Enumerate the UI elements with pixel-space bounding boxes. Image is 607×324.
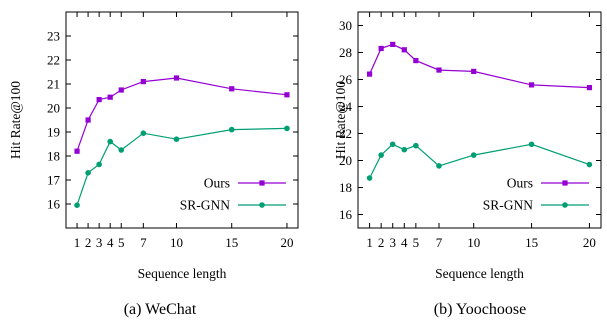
chart1-point-ours	[284, 92, 290, 98]
chart1-xtick-label: 10	[170, 235, 183, 250]
chart2-point-sr-gnn	[413, 142, 419, 149]
chart1-caption: (a) WeChat	[124, 301, 197, 318]
chart2-y-axis-label: Hit Rate@100	[333, 81, 348, 159]
chart1-point-sr-gnn	[140, 130, 147, 136]
chart2-point-ours	[586, 85, 593, 91]
chart2-point-sr-gnn	[586, 161, 593, 168]
chart2-xtick-label: 20	[583, 235, 596, 250]
chart1-ytick-label: 17	[47, 173, 61, 188]
chart2-point-sr-gnn	[528, 141, 535, 148]
chart2-point-sr-gnn	[378, 152, 384, 158]
chart2-point-ours	[413, 58, 419, 64]
chart2-xtick-label: 4	[401, 235, 408, 250]
chart1-legend-marker-ours	[259, 180, 265, 186]
chart2-plot-frame	[357, 11, 602, 229]
chart1-point-ours	[85, 117, 91, 123]
chart2-ytick-label: 30	[339, 18, 352, 33]
chart1-xtick-label: 4	[107, 235, 114, 250]
chart2-legend-label-sr-gnn: SR-GNN	[483, 198, 534, 213]
chart2-point-ours	[528, 82, 535, 88]
chart2-point-sr-gnn	[470, 152, 477, 158]
chart2-ytick-label: 24	[339, 99, 353, 114]
chart2-x-axis-label: Sequence length	[435, 266, 524, 281]
chart2-point-ours	[471, 68, 477, 74]
chart1-xtick-label: 7	[140, 235, 147, 250]
chart2-ytick-label: 20	[339, 153, 352, 168]
chart1-ytick-label: 18	[47, 149, 60, 164]
chart1-point-sr-gnn	[74, 202, 80, 208]
chart1-xtick-label: 20	[280, 235, 293, 250]
chart1-legend-label-ours: Ours	[204, 176, 230, 191]
chart1-legend-label-sr-gnn: SR-GNN	[180, 198, 231, 213]
chart1-point-ours	[140, 79, 146, 85]
chart1-legend-marker-sr-gnn	[259, 202, 265, 208]
chart2-ytick-label: 22	[339, 126, 352, 141]
chart2-point-ours	[436, 67, 442, 73]
chart1-ytick-label: 21	[47, 77, 60, 92]
chart2-ytick-label: 26	[339, 72, 353, 87]
chart2-legend-label-ours: Ours	[507, 176, 533, 191]
chart2-ytick-label: 16	[339, 207, 353, 222]
chart1-point-sr-gnn	[118, 147, 125, 153]
chart2-ytick-label: 28	[339, 45, 352, 60]
chart1-ytick-label: 19	[47, 125, 60, 140]
chart2-point-ours	[378, 45, 384, 52]
chart1-xtick-label: 2	[85, 235, 92, 250]
chart1-point-sr-gnn	[96, 161, 102, 168]
chart2-xtick-label: 1	[366, 235, 373, 250]
chart2-point-ours	[390, 41, 396, 47]
chart2-point-ours	[366, 71, 373, 77]
chart1-point-ours	[118, 87, 124, 93]
chart1-ytick-label: 23	[47, 29, 60, 44]
chart1-x-axis-label: Sequence length	[138, 266, 227, 281]
chart1-point-sr-gnn	[107, 138, 113, 145]
chart2-xtick-label: 5	[413, 235, 420, 250]
chart2-caption: (b) Yoochoose	[434, 301, 526, 318]
chart1-plot-frame	[65, 11, 299, 229]
chart1-point-ours	[107, 94, 113, 100]
chart1-xtick-label: 3	[96, 235, 103, 250]
chart2-xtick-label: 10	[467, 235, 480, 250]
chart1-point-sr-gnn	[228, 126, 235, 133]
chart1-ytick-label: 20	[47, 101, 60, 116]
chart1-point-sr-gnn	[85, 170, 91, 176]
chart1-point-ours	[173, 75, 180, 81]
chart2-point-sr-gnn	[401, 146, 408, 153]
chart2-point-sr-gnn	[389, 141, 396, 148]
chart2-xtick-label: 2	[378, 235, 385, 250]
chart1-xtick-label: 5	[118, 235, 125, 250]
chart1-y-axis-label: Hit Rate@100	[8, 81, 23, 159]
chart2-point-sr-gnn	[436, 163, 442, 169]
chart1-point-sr-gnn	[284, 125, 290, 132]
chart1-point-sr-gnn	[173, 136, 180, 142]
chart1-xtick-label: 15	[225, 235, 238, 250]
chart1-point-ours	[229, 86, 235, 92]
chart1-point-ours	[74, 148, 80, 154]
chart2-legend-marker-sr-gnn	[562, 202, 568, 208]
chart1-ytick-label: 16	[47, 197, 61, 212]
chart1-xtick-label: 1	[74, 235, 81, 250]
chart2-point-ours	[401, 47, 407, 53]
chart2-legend-marker-ours	[562, 180, 568, 186]
chart1-ytick-label: 22	[47, 53, 60, 68]
chart2-xtick-label: 15	[525, 235, 538, 250]
chart1-point-ours	[96, 97, 102, 103]
chart2-xtick-label: 7	[436, 235, 443, 250]
chart2-xtick-label: 3	[389, 235, 396, 250]
chart2-point-sr-gnn	[366, 175, 373, 181]
chart2-ytick-label: 18	[339, 180, 352, 195]
